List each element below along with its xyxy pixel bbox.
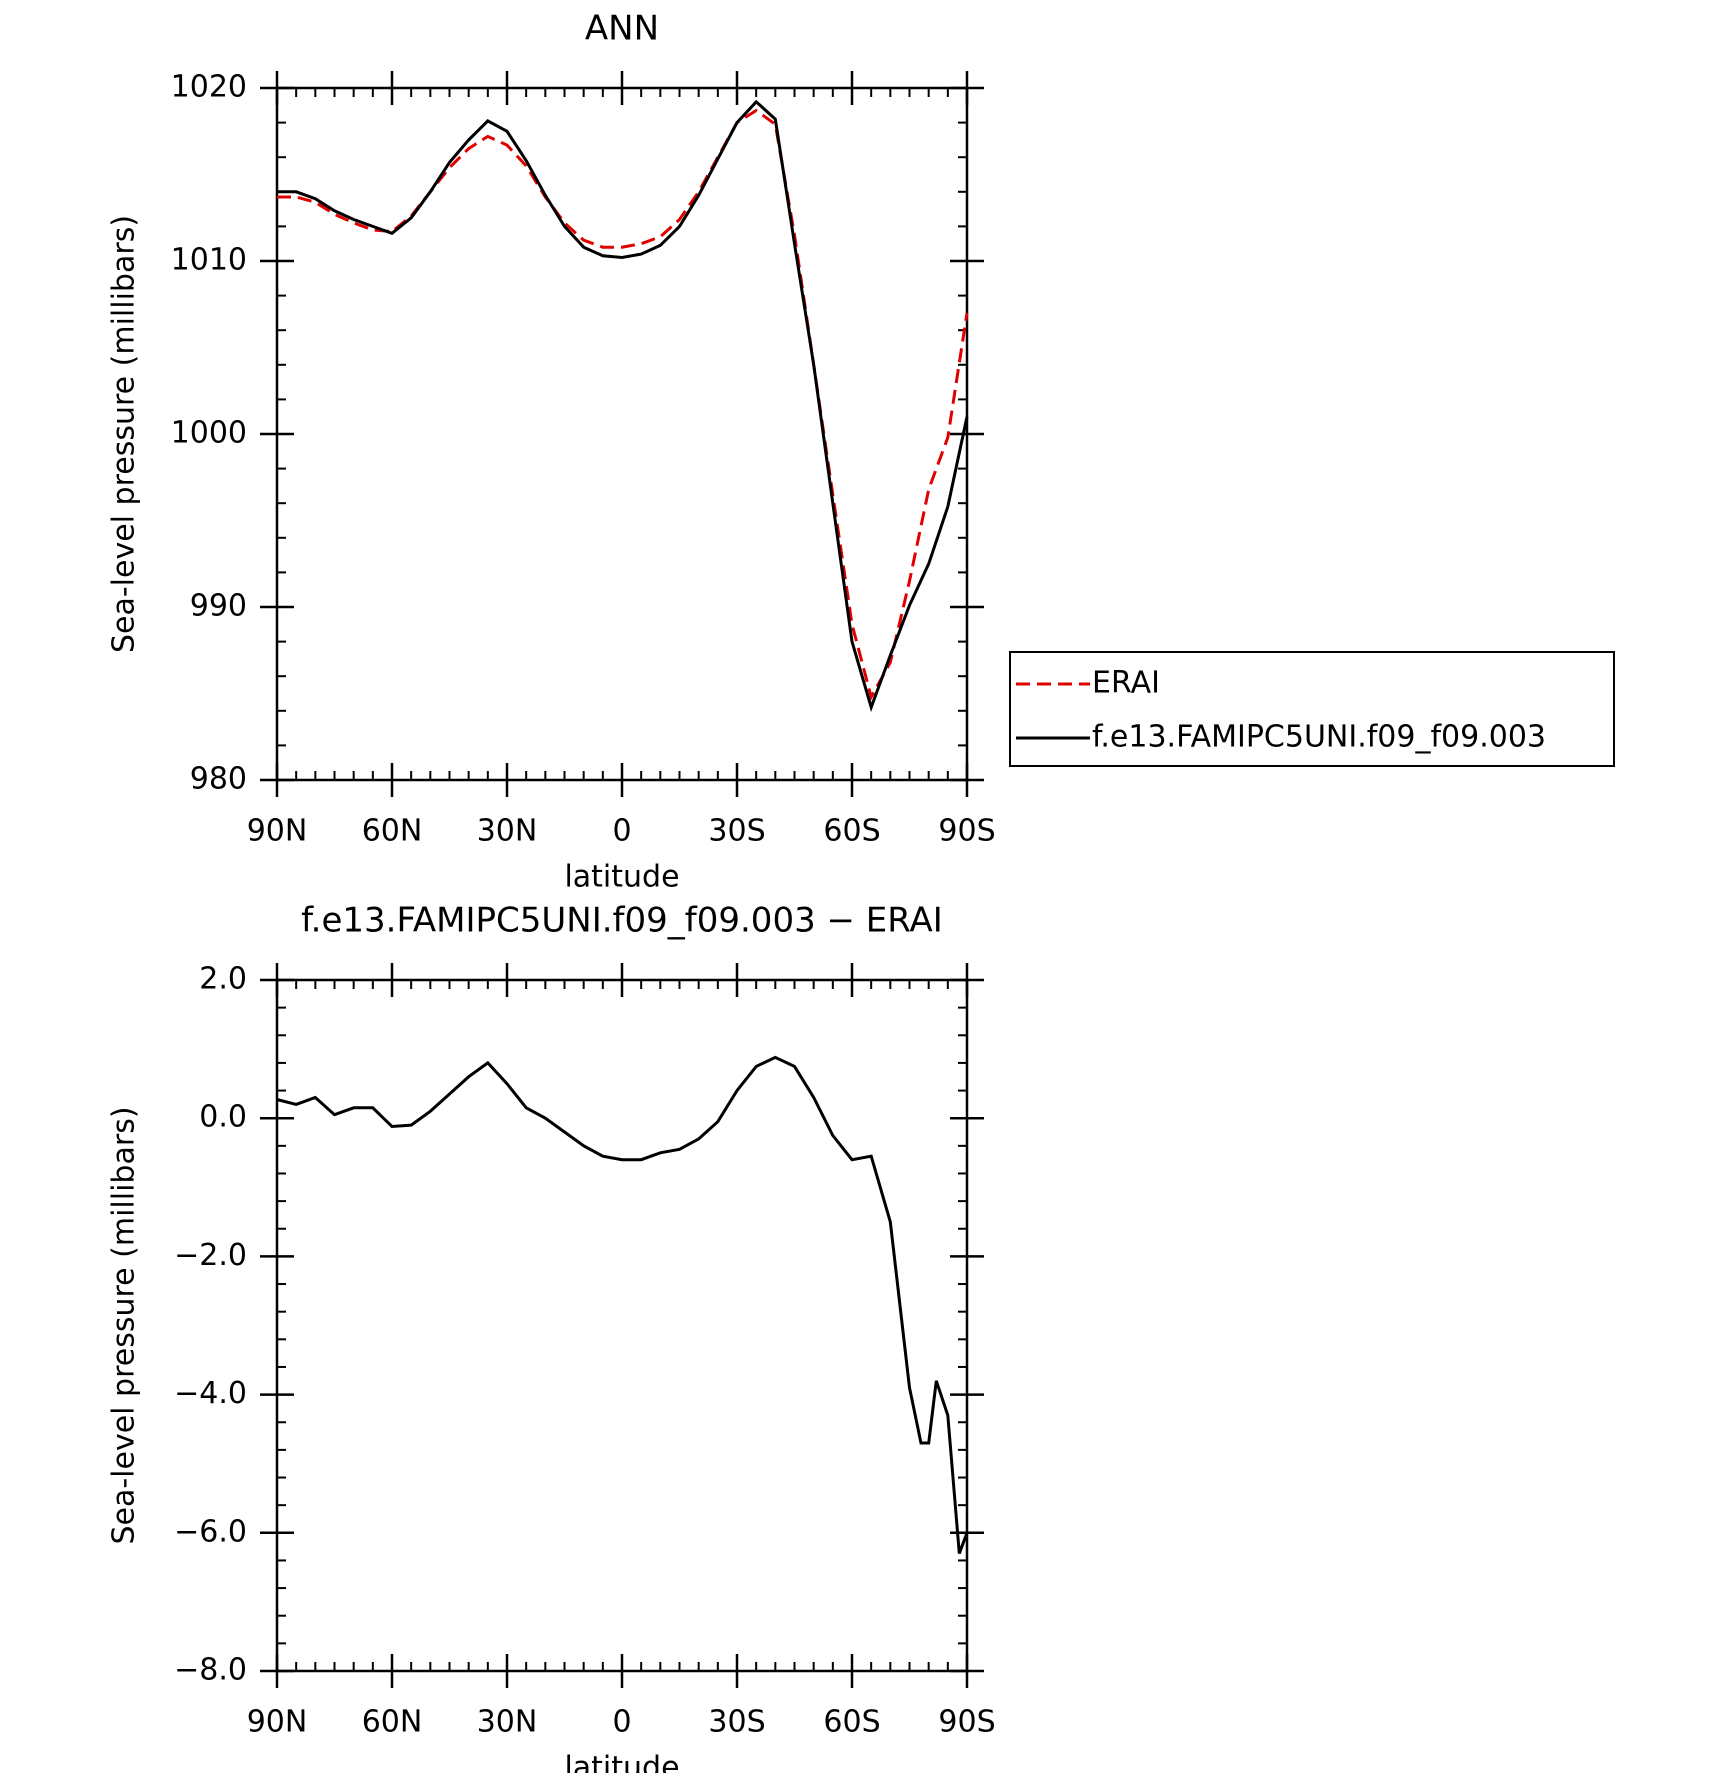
y-tick-label: −2.0 [174,1238,247,1273]
x-tick-label: 90S [938,1705,995,1740]
x-tick-label: 90N [247,1705,308,1740]
y-tick-label: 990 [190,589,247,624]
y-tick-label: 1010 [171,243,247,278]
y-axis-label: Sea-level pressure (millibars) [107,215,142,653]
y-tick-label: 0.0 [199,1100,247,1135]
y-tick-label: −4.0 [174,1376,247,1411]
y-axis-label: Sea-level pressure (millibars) [107,1106,142,1544]
y-tick-label: 980 [190,762,247,797]
x-tick-label: 60S [823,814,880,849]
x-tick-label: 30N [477,1705,538,1740]
x-tick-label: 90N [247,814,308,849]
x-tick-label: 0 [612,1705,631,1740]
x-tick-label: 0 [612,814,631,849]
y-tick-label: −8.0 [174,1653,247,1688]
chart-title: ANN [585,9,659,49]
y-tick-label: 2.0 [199,962,247,997]
x-tick-label: 60S [823,1705,880,1740]
x-axis-label: latitude [564,1751,679,1773]
data-line [277,99,969,713]
x-tick-label: 60N [362,814,423,849]
x-tick-label: 90S [938,814,995,849]
x-tick-label: 30N [477,814,538,849]
y-tick-label: −6.0 [174,1514,247,1549]
x-tick-label: 30S [708,1705,765,1740]
legend-label: ERAI [1092,666,1160,701]
x-tick-label: 30S [708,814,765,849]
data-line [276,1055,969,1555]
y-tick-label: 1020 [171,70,247,105]
data-line [277,108,969,702]
plot-frame [275,978,969,1673]
legend-label: f.e13.FAMIPC5UNI.f09_f09.003 [1092,720,1546,755]
chart-title: f.e13.FAMIPC5UNI.f09_f09.003 − ERAI [301,901,943,941]
y-tick-label: 1000 [171,416,247,451]
x-tick-label: 60N [362,1705,423,1740]
legend-box [1009,651,1615,767]
x-axis-label: latitude [564,860,679,895]
